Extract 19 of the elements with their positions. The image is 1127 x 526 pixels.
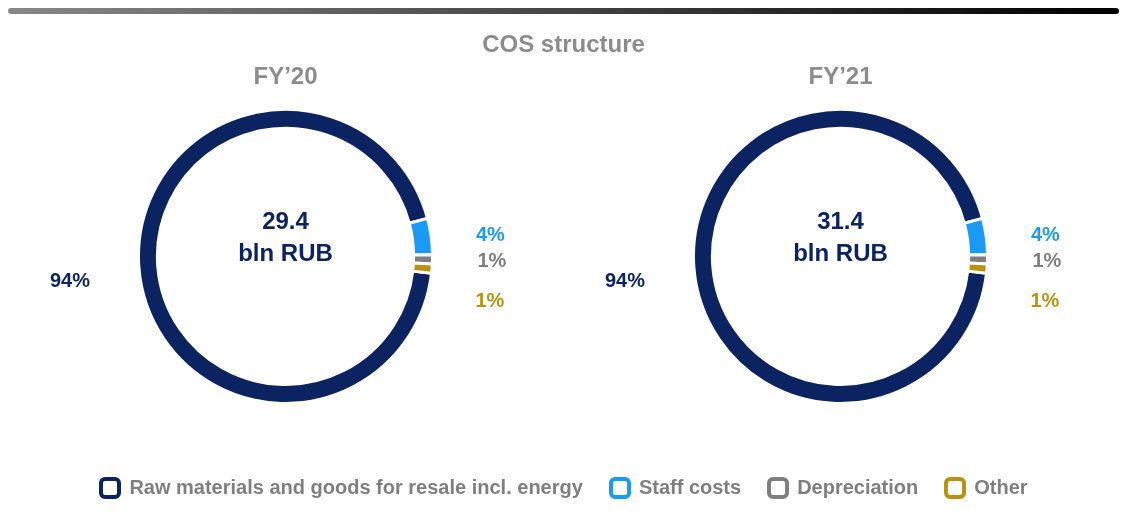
text: bln RUB [238, 238, 333, 266]
legend-label: Staff costs [637, 476, 742, 499]
legend-label: Depreciation [796, 476, 919, 499]
legend-label: Raw materials and goods for resale incl. energy [128, 476, 583, 499]
data-label: 4% [1031, 223, 1061, 246]
data-label: 94% [49, 268, 91, 291]
text: 31.4 [817, 206, 865, 234]
data-label: 1% [475, 288, 505, 311]
data-label: 1% [1030, 288, 1060, 311]
data-label: 1% [477, 248, 507, 271]
data-label: 1% [1032, 248, 1062, 271]
legend-label: Other [973, 476, 1028, 499]
chart-title: FY’21 [808, 61, 873, 89]
chart-title: FY’20 [253, 61, 318, 89]
text: bln RUB [793, 238, 888, 266]
text: 29.4 [262, 206, 310, 234]
data-label: 94% [604, 268, 646, 291]
chart-subtitle: COS structure [481, 30, 646, 58]
data-label: 4% [476, 223, 506, 246]
